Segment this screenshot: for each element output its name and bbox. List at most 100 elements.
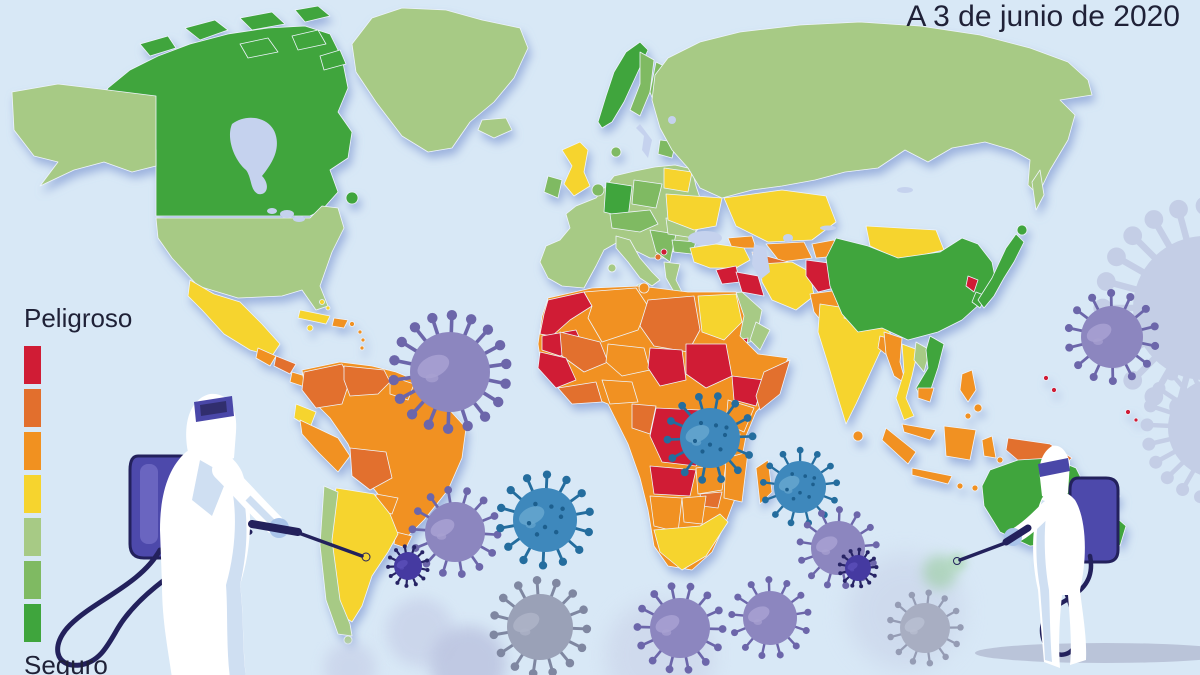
virus-spike-tip	[802, 627, 810, 635]
virus-spike-tip	[941, 595, 948, 602]
lake-baikal	[897, 187, 913, 193]
virus-spike-tip	[421, 576, 426, 581]
virus-spike-tip	[714, 606, 723, 615]
virus-spike-tip	[1127, 372, 1136, 381]
country-philippines	[964, 412, 972, 420]
virus-spike-tip	[501, 358, 512, 370]
virus-spike-tip	[413, 507, 422, 516]
virus-spike-tip	[823, 581, 831, 589]
virus-spike-tip	[859, 584, 864, 589]
virus-highlight	[748, 606, 770, 623]
virus-spike-tip	[1107, 288, 1116, 298]
virus-spot	[553, 529, 559, 535]
virus-spike-tip	[827, 462, 834, 470]
legend-swatch-peligroso-maximo	[24, 345, 41, 384]
virus-spike-tip	[1107, 247, 1126, 267]
virus-spike-tip	[908, 591, 916, 599]
spray-wand	[958, 540, 1010, 562]
coronavirus-icon-lavender-3	[388, 310, 512, 434]
virus-spike-tip	[713, 392, 722, 401]
coronavirus-icon-darkpurple-13	[837, 547, 879, 589]
country-canada	[139, 35, 177, 57]
virus-spike-tip	[1123, 226, 1143, 246]
virus-spike-tip	[787, 519, 795, 527]
virus-spot	[807, 495, 811, 499]
soft-blob-5	[923, 555, 957, 589]
coronavirus-decorations	[386, 197, 1200, 675]
virus-spike-tip	[582, 624, 592, 634]
virus-spot	[558, 514, 564, 520]
coronavirus-icon-lavender-9	[633, 582, 727, 674]
suit-shading	[226, 475, 247, 675]
country-venezuela	[343, 365, 391, 397]
country-botswana	[681, 495, 707, 525]
spray-nozzle	[953, 557, 961, 565]
country-russia	[1031, 169, 1045, 211]
virus-spike-tip	[482, 324, 494, 335]
legend-swatch-bastante-seguro	[24, 560, 41, 599]
lake-ladoga	[668, 116, 676, 124]
virus-spike-tip	[798, 556, 806, 564]
virus-spike-tip	[925, 589, 932, 596]
virus-highlight-small	[821, 549, 831, 556]
virus-highlight-small	[425, 373, 439, 383]
country-canada	[294, 5, 331, 23]
country-iran	[759, 261, 815, 311]
virus-highlight	[655, 615, 680, 633]
virus-spike-tip	[1141, 304, 1150, 313]
coronavirus-icon-lavender-2	[1064, 288, 1160, 386]
virus-spike-tip	[497, 503, 506, 513]
virus-body	[743, 591, 797, 645]
virus-spike-tip	[698, 475, 707, 484]
virus-spot	[803, 474, 808, 478]
virus-spike-tip	[703, 591, 712, 600]
country-indonesia	[981, 435, 997, 459]
virus-spike-tip	[1065, 343, 1074, 352]
country-canada	[239, 11, 286, 31]
hazmat-worker-left	[55, 393, 371, 675]
virus-spike-tip	[413, 582, 418, 587]
virus-spike-tip	[1073, 306, 1082, 315]
country-malaysia	[901, 423, 937, 441]
virus-spike-tip	[1194, 490, 1200, 504]
virus-spike-tip	[513, 581, 523, 590]
virus-spike-tip	[866, 523, 874, 531]
virus-spike-tip	[532, 575, 542, 585]
virus-spike-tip	[747, 581, 755, 589]
virus-spike-tip	[796, 446, 804, 454]
virus-spike-tip	[733, 466, 742, 475]
country-central-europe	[609, 209, 659, 233]
virus-spike-tip	[650, 590, 659, 598]
country-canada	[239, 37, 279, 59]
virus-highlight-small	[399, 566, 404, 570]
legend-swatch-riesgo-medio	[24, 474, 41, 513]
virus-highlight-small	[519, 628, 531, 636]
virus-spot	[798, 490, 802, 495]
virus-spike-tip	[494, 340, 506, 351]
virus-spike-tip	[402, 544, 407, 549]
virus-spike-tip	[423, 419, 435, 430]
soft-blob-1	[430, 626, 506, 675]
virus-spike-tip	[562, 475, 571, 485]
virus-spike-tip	[731, 399, 740, 408]
virus-spike-tip	[667, 417, 675, 425]
virus-spike-tip	[420, 550, 425, 555]
country-usa	[155, 205, 345, 311]
legend-swatch-riesgo-alto	[24, 431, 41, 470]
country-indonesia	[956, 482, 964, 490]
virus-spike-tip	[409, 322, 421, 333]
lake-great-lakes	[267, 208, 277, 214]
virus-highlight-small	[436, 533, 447, 540]
virus-spike-tip	[496, 524, 505, 533]
virus-spike-tip	[817, 509, 825, 517]
sea-baltic	[636, 124, 652, 158]
backpack-highlight	[140, 464, 158, 544]
virus-spike-tip	[439, 568, 447, 577]
virus-spike-tip	[408, 525, 417, 534]
virus-spike-tip	[479, 411, 491, 422]
country-ukraine	[665, 193, 723, 231]
virus-spot	[707, 442, 713, 447]
suit-shading	[1036, 500, 1052, 662]
